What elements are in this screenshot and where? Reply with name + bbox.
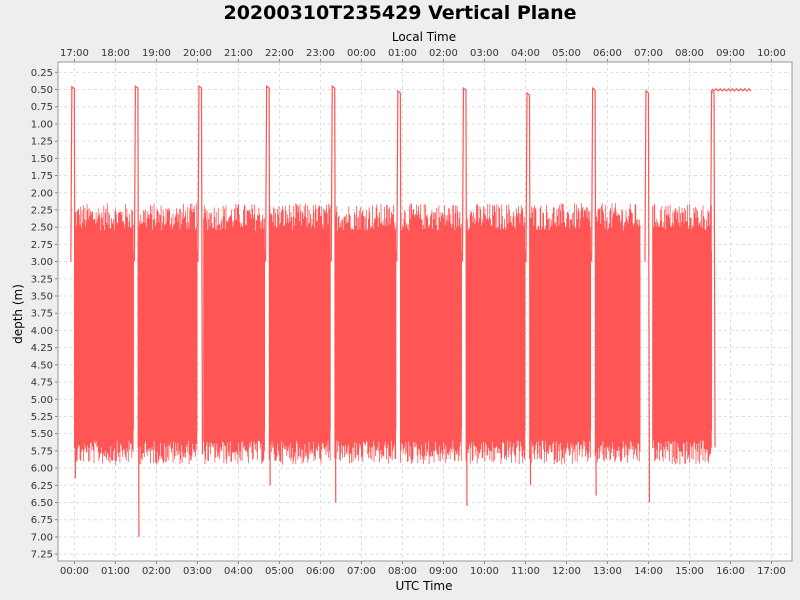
- dive-burst-trace: [652, 203, 712, 465]
- y-tick-label: 2.25: [31, 205, 53, 216]
- x2-tick-label: 17:00: [60, 48, 89, 59]
- x2-tick-label: 10:00: [757, 48, 786, 59]
- x-tick-label: 05:00: [265, 566, 294, 577]
- y-tick-label: 6.75: [31, 515, 53, 526]
- x-tick-label: 15:00: [675, 566, 704, 577]
- x2-tick-label: 21:00: [224, 48, 253, 59]
- x2-tick-label: 05:00: [552, 48, 581, 59]
- x2-tick-label: 03:00: [470, 48, 499, 59]
- surface-event-spike: [709, 89, 716, 448]
- x2-tick-label: 22:00: [265, 48, 294, 59]
- surface-event-spike: [197, 84, 204, 455]
- y-tick-label: 2.75: [31, 240, 53, 251]
- y-tick-label: 4.75: [31, 378, 53, 389]
- x2-tick-label: 01:00: [388, 48, 417, 59]
- x-tick-label: 06:00: [306, 566, 335, 577]
- surface-event-spike: [133, 84, 140, 537]
- dive-burst-trace: [137, 203, 198, 465]
- surface-tail: [711, 87, 752, 92]
- x2-tick-label: 23:00: [306, 48, 335, 59]
- y-axis: 0.25 0.50 0.75 1.00 1.25 1.50 1.75 2.00 2.25 2.50…: [31, 68, 58, 561]
- depth-series: [70, 84, 752, 537]
- surface-event-spike: [70, 85, 76, 479]
- x-tick-label: 03:00: [183, 566, 212, 577]
- y-tick-label: 4.50: [31, 360, 53, 371]
- x-tick-label: 08:00: [388, 566, 417, 577]
- y-tick-label: 1.50: [31, 154, 53, 165]
- y-tick-label: 0.50: [31, 85, 53, 96]
- dive-burst-trace: [334, 203, 397, 464]
- x-tick-label: 09:00: [429, 566, 458, 577]
- x-tick-label: 16:00: [716, 566, 745, 577]
- y-tick-label: 3.00: [31, 257, 53, 268]
- y-tick-label: 4.00: [31, 326, 53, 337]
- x2-tick-label: 20:00: [183, 48, 212, 59]
- x-tick-label: 01:00: [101, 566, 130, 577]
- x2-tick-label: 09:00: [716, 48, 745, 59]
- dive-burst-trace: [74, 203, 134, 465]
- y-tick-label: 0.75: [31, 102, 53, 113]
- x2-axis-label: Local Time: [392, 30, 456, 44]
- surface-event-spike: [644, 89, 651, 503]
- dive-burst-trace: [594, 203, 641, 463]
- y-tick-label: 2.50: [31, 223, 53, 234]
- x2-tick-label: 08:00: [675, 48, 704, 59]
- surface-event-spike: [265, 84, 271, 486]
- y-tick-label: 4.25: [31, 343, 53, 354]
- dive-burst-trace: [400, 203, 462, 464]
- x-tick-label: 12:00: [552, 566, 581, 577]
- x2-tick-label: 19:00: [142, 48, 171, 59]
- x-axis: 00:00 01:00 02:00 03:00 04:00 05:00 06:00 07:00…: [60, 561, 786, 577]
- x2-tick-label: 06:00: [593, 48, 622, 59]
- x-tick-label: 00:00: [60, 566, 89, 577]
- surface-event-spike: [525, 91, 532, 486]
- y-tick-label: 2.00: [31, 188, 53, 199]
- y-tick-label: 0.25: [31, 68, 53, 79]
- y-tick-label: 1.00: [31, 119, 53, 130]
- x2-tick-label: 07:00: [634, 48, 663, 59]
- chart-title: 20200310T235429 Vertical Plane: [223, 2, 576, 24]
- dive-burst-trace: [268, 203, 331, 465]
- x-tick-label: 04:00: [224, 566, 253, 577]
- x-tick-label: 11:00: [511, 566, 540, 577]
- y-tick-label: 1.75: [31, 171, 53, 182]
- x2-tick-label: 02:00: [429, 48, 458, 59]
- y-tick-label: 1.25: [31, 137, 53, 148]
- surface-event-spike: [591, 86, 597, 496]
- x-axis-label: UTC Time: [396, 579, 453, 593]
- x-tick-label: 17:00: [757, 566, 786, 577]
- y-tick-label: 7.25: [31, 550, 53, 561]
- surface-event-spike: [396, 89, 402, 441]
- dive-burst-trace: [203, 204, 265, 465]
- y-tick-label: 5.75: [31, 446, 53, 457]
- y-axis-label: depth (m): [11, 284, 25, 344]
- x-tick-label: 10:00: [470, 566, 499, 577]
- surface-event-spike: [330, 84, 337, 503]
- y-tick-label: 6.50: [31, 498, 53, 509]
- x2-tick-label: 00:00: [347, 48, 376, 59]
- y-tick-label: 7.00: [31, 532, 53, 543]
- y-tick-label: 5.00: [31, 395, 53, 406]
- y-tick-label: 3.50: [31, 292, 53, 303]
- x-tick-label: 14:00: [634, 566, 663, 577]
- dive-burst-trace: [465, 203, 526, 464]
- x2-tick-label: 04:00: [511, 48, 540, 59]
- y-tick-label: 6.00: [31, 464, 53, 475]
- surface-event-spike: [461, 86, 468, 506]
- y-tick-label: 5.50: [31, 429, 53, 440]
- y-tick-label: 5.25: [31, 412, 53, 423]
- y-tick-label: 3.75: [31, 309, 53, 320]
- x2-axis: 17:00 18:00 19:00 20:00 21:00 22:00 23:00 00:00…: [60, 48, 786, 62]
- x-tick-label: 02:00: [142, 566, 171, 577]
- x-tick-label: 07:00: [347, 566, 376, 577]
- x2-tick-label: 18:00: [101, 48, 130, 59]
- x-tick-label: 13:00: [593, 566, 622, 577]
- dive-burst-trace: [529, 203, 591, 465]
- y-tick-label: 6.25: [31, 481, 53, 492]
- y-tick-label: 3.25: [31, 274, 53, 285]
